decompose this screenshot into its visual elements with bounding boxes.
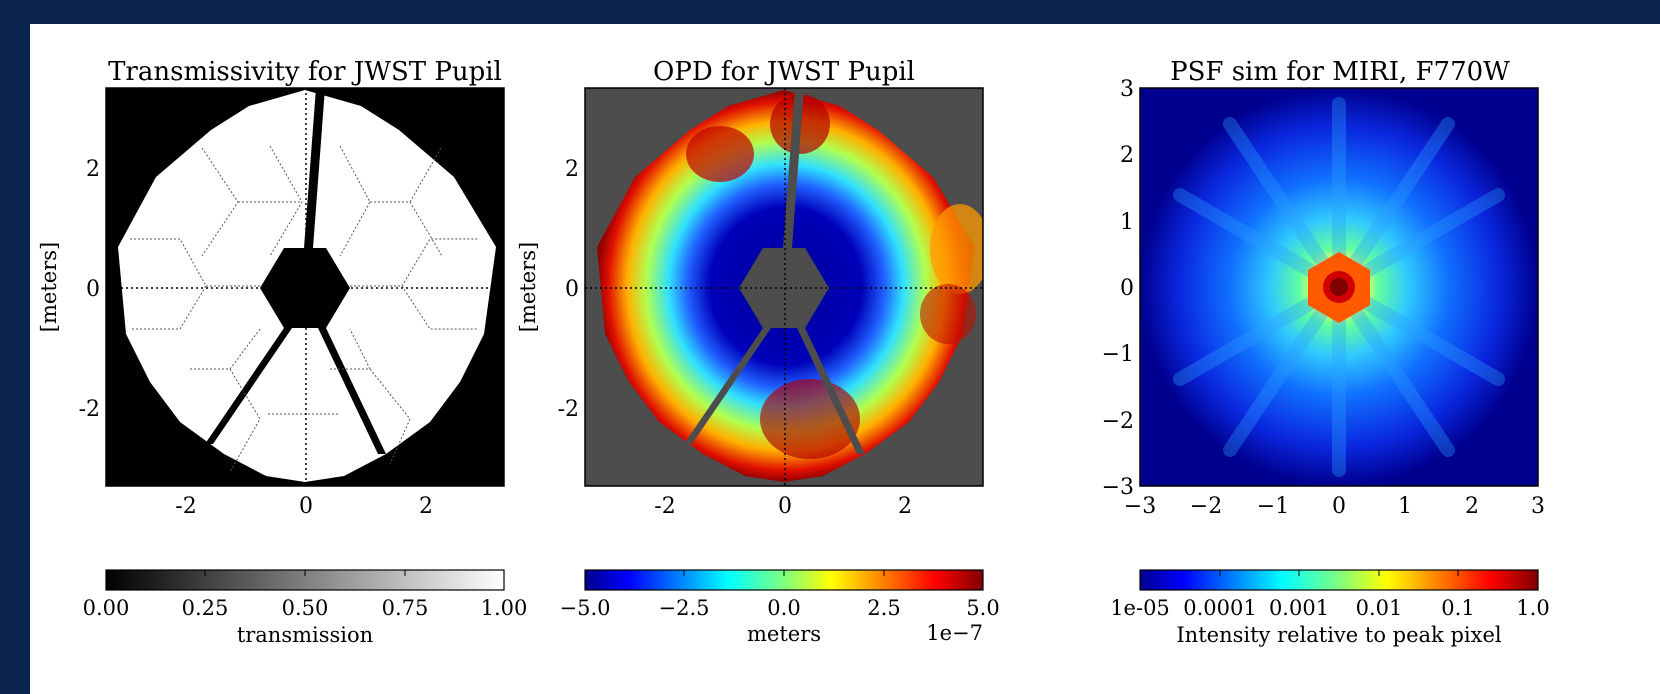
chart2-title: OPD for JWST Pupil xyxy=(653,57,915,87)
chart2-colorbar-labels: −5.0 −2.5 0.0 2.5 5.0 xyxy=(560,596,1000,620)
chart1-yticks: 2 0 -2 xyxy=(79,157,100,422)
chart3-xtick-label: −2 xyxy=(1190,494,1222,519)
chart2-strut-right xyxy=(797,328,865,454)
chart2-ylabel: [meters] xyxy=(516,242,540,332)
chart1-cbar-tick: 0.50 xyxy=(282,596,329,620)
chart1-frame xyxy=(105,87,505,487)
chart1-xtick-label: 0 xyxy=(299,494,313,519)
chart2-yticks: 2 0 -2 xyxy=(558,157,579,422)
chart3-ytick-label: 0 xyxy=(1120,276,1134,301)
chart1-xticks: -2 0 2 xyxy=(175,494,433,519)
chart3-colorbar xyxy=(1139,569,1539,591)
figure-svg: Transmissivity for JWST Pupil [meters] -… xyxy=(37,57,1550,647)
chart2-segment-warm-top-left xyxy=(686,126,754,182)
chart3-xtick-label: −1 xyxy=(1257,494,1289,519)
chart1-central-obscuration xyxy=(260,248,350,328)
chart3-colorbar-ticks xyxy=(1219,570,1459,576)
chart2-strut-top xyxy=(783,88,804,248)
chart3-frame xyxy=(1139,87,1539,487)
chart2-cbar-tick: −2.5 xyxy=(659,596,710,620)
chart3-title: PSF sim for MIRI, F770W xyxy=(1170,57,1510,87)
chart1-ytick-label: -2 xyxy=(79,397,100,422)
chart1-strut-top xyxy=(304,88,325,248)
chart3-ytick-label: −3 xyxy=(1102,475,1134,500)
chart2-xticks: -2 0 2 xyxy=(654,494,912,519)
chart3-ytick-label: 2 xyxy=(1120,143,1134,168)
chart2-segment-warm-right-lower xyxy=(920,284,976,344)
chart1-cbar-tick: 1.00 xyxy=(481,596,528,620)
chart2-xtick-label: -2 xyxy=(654,494,675,519)
chart3-cbar-tick: 0.001 xyxy=(1269,596,1329,620)
chart1-xtick-label: 2 xyxy=(419,494,433,519)
chart3-psf-peak xyxy=(1330,278,1348,296)
chart2-cbar-tick: 2.5 xyxy=(867,596,900,620)
chart2-cbar-tick: 0.0 xyxy=(767,596,800,620)
chart2-xtick-label: 2 xyxy=(898,494,912,519)
chart1-cbar-tick: 0.00 xyxy=(83,596,130,620)
chart1-ylabel: [meters] xyxy=(37,242,61,332)
chart3-ytick-label: 3 xyxy=(1120,77,1134,102)
chart1-strut-left xyxy=(205,328,292,444)
chart3-colorbar-label: Intensity relative to peak pixel xyxy=(1176,623,1501,647)
chart1-colorbar-labels: 0.00 0.25 0.50 0.75 1.00 xyxy=(83,596,528,620)
chart1-cbar-tick: 0.25 xyxy=(182,596,229,620)
chart2-strut-left xyxy=(684,328,771,444)
chart3-xtick-label: 3 xyxy=(1531,494,1545,519)
chart2-frame xyxy=(584,87,984,487)
chart2-colorbar-label: meters xyxy=(747,622,821,646)
chart2-ytick-label: -2 xyxy=(558,397,579,422)
chart3-cbar-tick: 1e-05 xyxy=(1110,596,1170,620)
chart2-ytick-label: 2 xyxy=(565,157,579,182)
chart3-colorbar-labels: 1e-05 0.0001 0.001 0.01 0.1 1.0 xyxy=(1110,596,1550,620)
chart2-segment-warm-right xyxy=(930,204,983,294)
chart1-plot-area xyxy=(106,88,504,486)
chart3-ytick-label: −2 xyxy=(1102,409,1134,434)
chart3-ytick-label: 1 xyxy=(1120,210,1134,235)
chart3-plot-area xyxy=(1140,88,1538,486)
figure-panel: Transmissivity for JWST Pupil [meters] -… xyxy=(30,24,1660,694)
chart1-colorbar-ticks xyxy=(204,570,406,576)
chart1-ytick-label: 0 xyxy=(86,277,100,302)
chart3-cbar-tick: 1.0 xyxy=(1516,596,1549,620)
chart3-cbar-tick: 0.01 xyxy=(1356,596,1403,620)
chart3-xtick-label: 0 xyxy=(1332,494,1346,519)
chart2-colorbar-offset: 1e−7 xyxy=(926,621,983,645)
chart1-xtick-label: -2 xyxy=(175,494,196,519)
chart1-strut-right xyxy=(318,328,386,454)
chart2-xtick-label: 0 xyxy=(778,494,792,519)
chart3-cbar-tick: 0.1 xyxy=(1441,596,1474,620)
chart2-ytick-label: 0 xyxy=(565,277,579,302)
chart1-ytick-label: 2 xyxy=(86,157,100,182)
chart2-colorbar-ticks xyxy=(683,570,885,576)
chart3-cbar-tick: 0.0001 xyxy=(1183,596,1256,620)
chart3-ytick-label: −1 xyxy=(1102,342,1134,367)
chart1-cbar-tick: 0.75 xyxy=(382,596,429,620)
chart3-xtick-label: 1 xyxy=(1398,494,1412,519)
chart3-yticks: 3 2 1 0 −1 −2 −3 xyxy=(1102,77,1134,500)
chart1-colorbar-label: transmission xyxy=(237,623,373,647)
chart2-cbar-tick: 5.0 xyxy=(966,596,999,620)
chart3-xtick-label: 2 xyxy=(1465,494,1479,519)
chart1-title: Transmissivity for JWST Pupil xyxy=(108,57,502,87)
chart2-plot-area xyxy=(585,88,983,486)
chart3-xticks: −3 −2 −1 0 1 2 3 xyxy=(1124,494,1545,519)
chart2-cbar-tick: −5.0 xyxy=(560,596,611,620)
chart1-segment-gaps xyxy=(130,145,478,473)
chart2-central-obscuration xyxy=(739,248,829,328)
chart3-xtick-label: −3 xyxy=(1124,494,1156,519)
